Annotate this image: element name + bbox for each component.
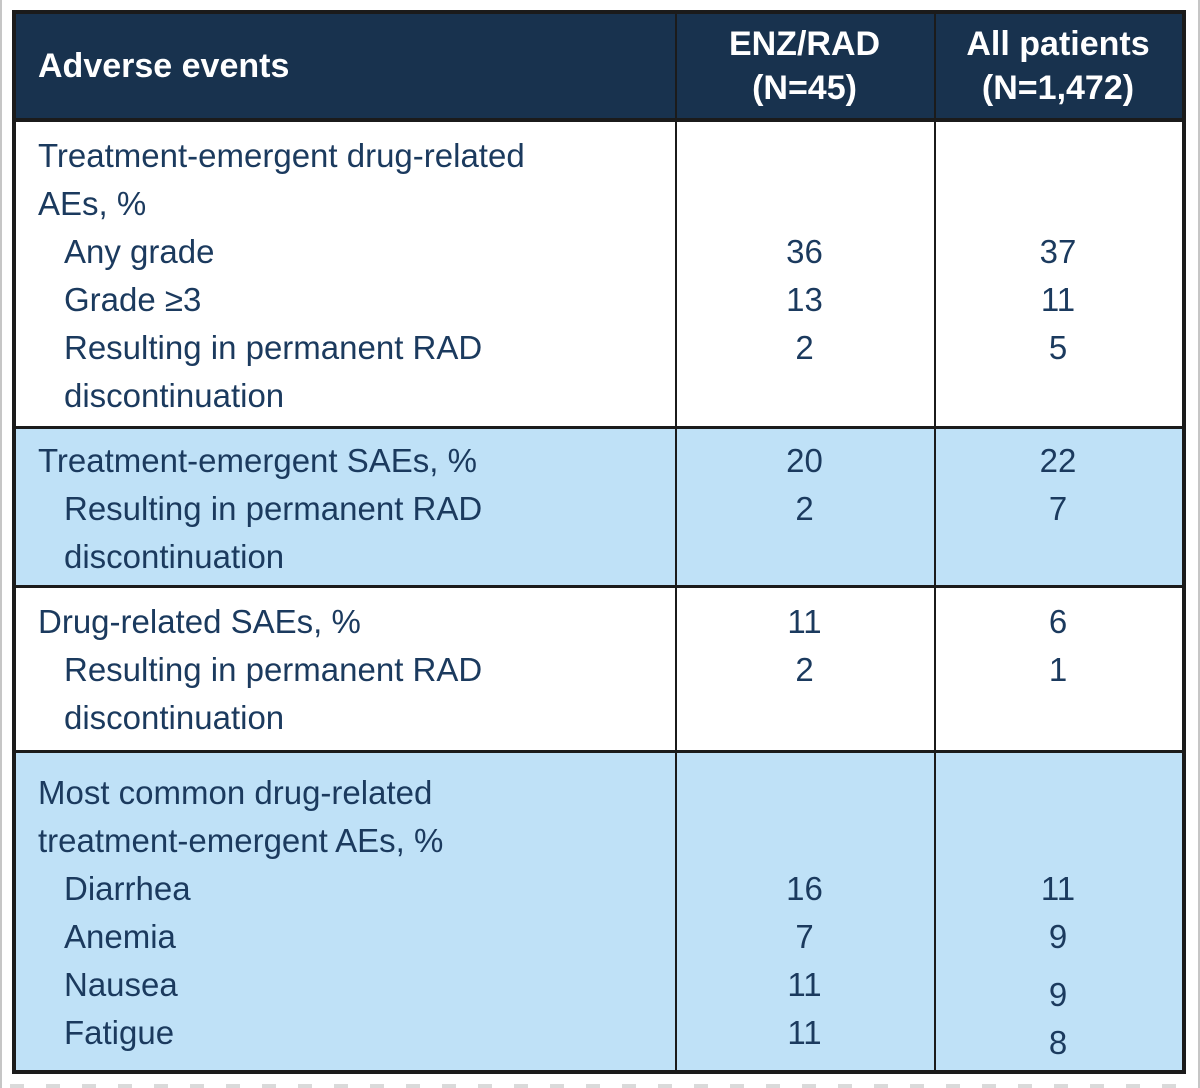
table-row: Fatigue 11 8 [16, 1009, 1182, 1061]
table-header-row: Adverse events ENZ/RAD (N=45) All patien… [16, 14, 1182, 122]
row-label: Fatigue [64, 1014, 175, 1051]
row-label: Most common drug-related treatment-emerg… [38, 774, 444, 859]
adverse-events-table: Adverse events ENZ/RAD (N=45) All patien… [12, 10, 1186, 1074]
row-label: Drug-related SAEs, % [38, 603, 361, 640]
column-divider-2 [934, 14, 936, 1070]
row-label: Grade ≥3 [64, 281, 202, 318]
row-label: Diarrhea [64, 870, 191, 907]
right-crop-artifact [1198, 0, 1200, 1088]
all-patients-value: 1 [1048, 651, 1068, 688]
all-patients-value: 9 [1048, 918, 1068, 955]
section-drug-related-aes: Treatment-emergent drug-related AEs, % A… [16, 122, 1182, 426]
enz-rad-value: 16 [786, 870, 823, 907]
enz-rad-value: 2 [795, 490, 814, 527]
all-patients-value: 37 [1039, 233, 1077, 270]
enz-rad-value: 20 [786, 442, 823, 479]
table-row: Resulting in permanent RAD discontinuati… [16, 646, 1182, 742]
row-label: Treatment-emergent SAEs, % [38, 442, 477, 479]
table-row: Treatment-emergent SAEs, % 20 22 [16, 437, 1182, 485]
enz-rad-value: 11 [787, 1014, 822, 1051]
all-patients-value: 6 [1048, 603, 1068, 640]
enz-rad-value: 2 [795, 329, 814, 366]
column-divider-1 [675, 14, 677, 1070]
table-row: Resulting in permanent RAD discontinuati… [16, 324, 1182, 420]
header-cell-adverse-events: Adverse events [38, 47, 290, 85]
row-label: Any grade [64, 233, 215, 270]
enz-rad-value: 11 [787, 966, 822, 1003]
row-label: Resulting in permanent RAD discontinuati… [64, 490, 483, 575]
enz-rad-value: 36 [786, 233, 823, 270]
table-row: Treatment-emergent drug-related AEs, % [16, 132, 1182, 228]
table-row: Most common drug-related treatment-emerg… [16, 769, 1182, 865]
row-label: Treatment-emergent drug-related AEs, % [38, 137, 525, 222]
all-patients-value: 5 [1048, 329, 1068, 366]
row-label: Anemia [64, 918, 176, 955]
table-row: Grade ≥3 13 11 [16, 276, 1182, 324]
section-treatment-emergent-saes: Treatment-emergent SAEs, % 20 22 Resulti… [16, 426, 1182, 585]
row-label: Resulting in permanent RAD discontinuati… [64, 651, 483, 736]
row-label: Resulting in permanent RAD discontinuati… [64, 329, 483, 414]
enz-rad-value: 2 [795, 651, 814, 688]
header-cell-enz-rad: ENZ/RAD (N=45) [728, 25, 881, 107]
all-patients-value: 22 [1039, 442, 1077, 479]
table-row: Any grade 36 37 [16, 228, 1182, 276]
section-most-common-aes: Most common drug-related treatment-emerg… [16, 750, 1182, 1070]
all-patients-value: 9 [1048, 976, 1068, 1013]
all-patients-value: 8 [1048, 1024, 1068, 1061]
table-row: Nausea 11 9 [16, 961, 1182, 1013]
all-patients-value: 11 [1040, 281, 1076, 318]
enz-rad-value: 13 [786, 281, 823, 318]
table-row: Resulting in permanent RAD discontinuati… [16, 485, 1182, 581]
enz-rad-value: 11 [787, 603, 822, 640]
all-patients-value: 7 [1048, 490, 1068, 527]
table-row: Diarrhea 16 11 [16, 865, 1182, 913]
cropped-text-artifact [10, 1084, 1190, 1088]
table-row: Anemia 7 9 [16, 913, 1182, 961]
all-patients-value: 11 [1040, 870, 1076, 907]
section-drug-related-saes: Drug-related SAEs, % 11 6 Resulting in p… [16, 585, 1182, 750]
row-label: Nausea [64, 966, 178, 1003]
enz-rad-value: 7 [795, 918, 814, 955]
table-row: Drug-related SAEs, % 11 6 [16, 598, 1182, 646]
left-crop-artifact [0, 0, 2, 1088]
header-cell-all-patients: All patients (N=1,472) [966, 25, 1150, 107]
